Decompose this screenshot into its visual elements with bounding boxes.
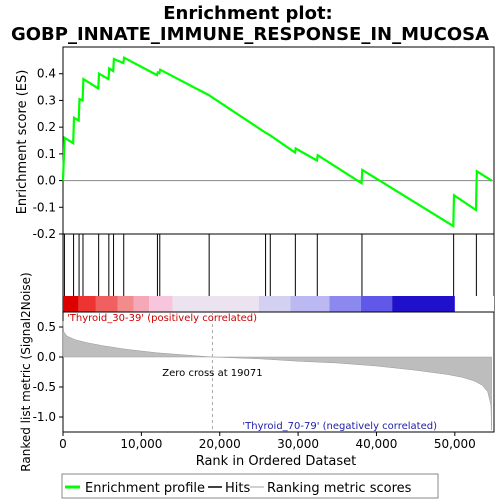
legend: Enrichment profile Hits Ranking metric s… bbox=[61, 473, 439, 499]
metric-plot-frame bbox=[62, 311, 495, 433]
x-tick-label: 20,000 bbox=[199, 437, 241, 451]
ranking-metric-area bbox=[62, 320, 492, 431]
rank-gradient-segment bbox=[172, 296, 259, 312]
es-y-tick-label: 0.0 bbox=[37, 174, 56, 188]
rank-gradient-segment bbox=[133, 296, 150, 312]
x-tick-label: 40,000 bbox=[355, 437, 397, 451]
metric-y-tick-label: -0.5 bbox=[33, 380, 56, 394]
x-tick-label: 0 bbox=[59, 437, 67, 451]
rank-gradient-segment bbox=[117, 296, 134, 312]
zero-cross-label: Zero cross at 19071 bbox=[162, 368, 262, 379]
chart-title-line2: GOBP_INNATE_IMMUNE_RESPONSE_IN_MUCOSA bbox=[11, 24, 489, 45]
es-y-tick-label: 0.1 bbox=[37, 147, 56, 161]
legend-label-enrichment: Enrichment profile bbox=[85, 481, 205, 496]
es-y-tick-label: 0.4 bbox=[37, 67, 56, 81]
rank-gradient-segment bbox=[290, 296, 330, 312]
rank-gradient-segment bbox=[63, 296, 79, 312]
legend-label-hits: Hits bbox=[225, 481, 250, 496]
metric-y-tick-label: 0.5 bbox=[37, 320, 56, 334]
rank-gradient-segment bbox=[149, 296, 173, 312]
metric-y-tick-label: -1.0 bbox=[33, 410, 56, 424]
enrichment-profile-line bbox=[61, 56, 493, 228]
x-axis-label: Rank in Ordered Dataset bbox=[196, 454, 357, 469]
chart-title-line1: Enrichment plot: bbox=[163, 3, 333, 24]
x-tick-label: 50,000 bbox=[434, 437, 476, 451]
legend-label-ranking: Ranking metric scores bbox=[267, 481, 412, 496]
rank-gradient-segment bbox=[258, 296, 291, 312]
rank-gradient-segment bbox=[78, 296, 96, 312]
rank-gradient-segment bbox=[360, 296, 393, 312]
positive-correlation-label: 'Thyroid_30-39' (positively correlated) bbox=[67, 313, 257, 324]
es-y-tick-label: 0.3 bbox=[37, 93, 56, 107]
es-y-tick-label: -0.2 bbox=[33, 227, 56, 241]
x-tick-label: 10,000 bbox=[120, 437, 162, 451]
es-y-tick-label: 0.2 bbox=[37, 120, 56, 134]
metric-y-tick-label: 0.0 bbox=[37, 350, 56, 364]
metric-panel: -1.0 -0.5 0.0 0.5 'Thyroid_30-39' (positivel… bbox=[33, 311, 495, 451]
hits-panel bbox=[62, 233, 495, 313]
negative-correlation-label: 'Thyroid_70-79' (negatively correlated) bbox=[242, 421, 437, 432]
bottom-ylabel: Ranked list metric (Signal2Noise) bbox=[19, 272, 33, 471]
legend-box bbox=[61, 473, 439, 499]
es-y-tick-label: -0.1 bbox=[33, 200, 56, 214]
es-panel: -0.2 -0.1 0.0 0.1 0.2 0.3 0.4 bbox=[33, 46, 495, 241]
rank-gradient-segment bbox=[329, 296, 361, 312]
rank-gradient-tail bbox=[491, 296, 494, 312]
x-tick-label: 30,000 bbox=[277, 437, 319, 451]
rank-gradient-segment bbox=[392, 296, 455, 312]
rank-gradient-segment bbox=[95, 296, 118, 312]
top-ylabel: Enrichment score (ES) bbox=[15, 70, 30, 215]
